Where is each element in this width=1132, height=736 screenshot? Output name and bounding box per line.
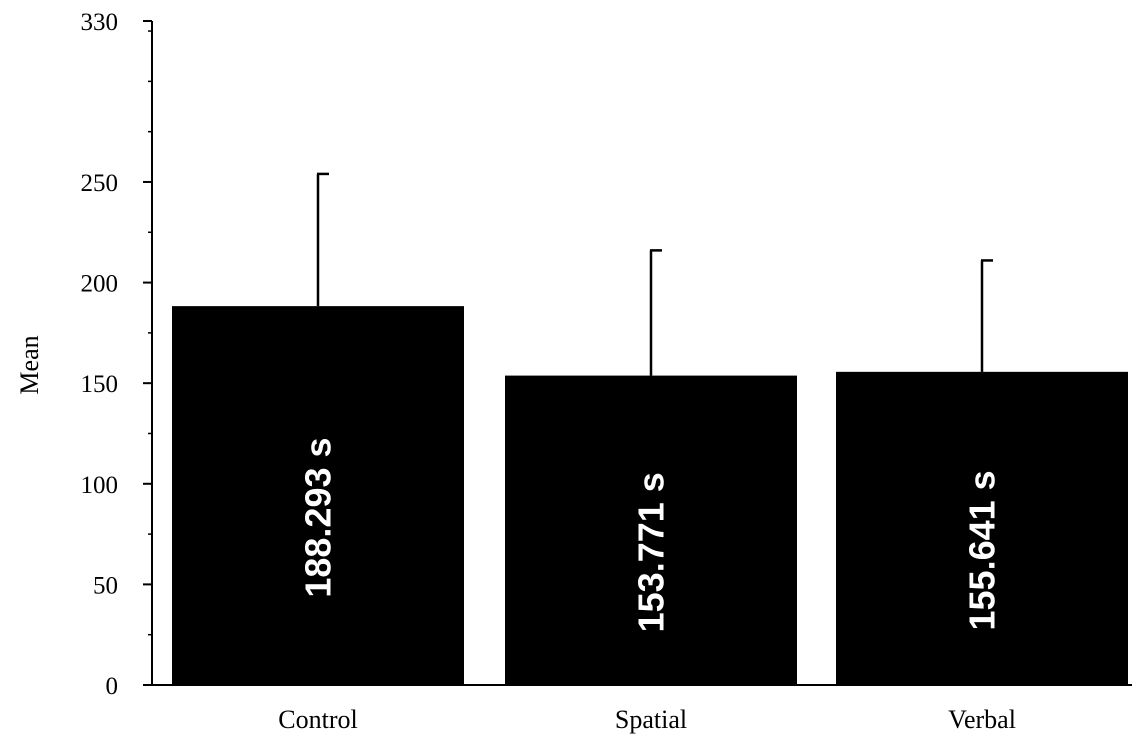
- y-tick-label-0: 0: [106, 673, 119, 700]
- bar-verbal: [836, 371, 1128, 685]
- data-label-spatial: 153.771 s: [631, 472, 672, 632]
- data-label-control: 188.293 s: [298, 437, 339, 597]
- y-axis-title: Mean: [15, 335, 44, 394]
- y-tick-label-150: 150: [81, 371, 119, 398]
- y-tick-label-330: 330: [81, 9, 119, 36]
- x-tick-label-control: Control: [278, 705, 357, 734]
- axes-group: Control Spatial Verbal 0 50 100 150 200 250 330: [81, 9, 1132, 734]
- y-tick-label-200: 200: [81, 271, 119, 298]
- y-tick-label-250: 250: [81, 170, 119, 197]
- bar-control: [172, 306, 464, 685]
- bars-group: 188.293 s 153.771 s 155.641 s: [172, 172, 1128, 685]
- y-tick-label-50: 50: [93, 572, 118, 599]
- data-label-verbal: 155.641 s: [962, 470, 1003, 630]
- bar-spatial: [505, 375, 797, 685]
- y-tick-label-100: 100: [81, 472, 119, 499]
- x-tick-label-spatial: Spatial: [615, 705, 687, 734]
- x-tick-label-verbal: Verbal: [948, 705, 1016, 734]
